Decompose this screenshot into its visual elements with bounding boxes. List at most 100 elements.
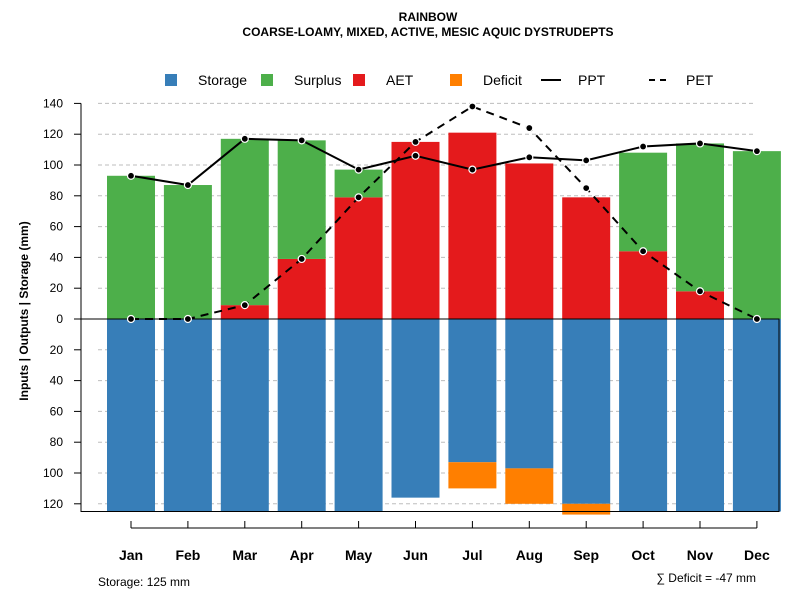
- pet-line-point: [240, 301, 249, 310]
- ppt-line-point: [695, 139, 705, 148]
- surplus-bar: [619, 152, 668, 252]
- legend-swatch: [165, 74, 177, 86]
- month-label: Sep: [573, 547, 599, 563]
- storage-bar: [676, 319, 724, 512]
- pet-line-point: [582, 184, 591, 193]
- surplus-bar: [732, 151, 781, 319]
- bars: [107, 132, 781, 515]
- storage-note: Storage: 125 mm: [98, 575, 190, 589]
- y-tick-label: 20: [50, 343, 64, 357]
- month-label: Dec: [744, 547, 770, 563]
- storage-bar: [562, 319, 611, 504]
- aet-bar: [505, 163, 554, 319]
- y-tick-label: 120: [43, 497, 63, 511]
- surplus-bar: [220, 138, 269, 306]
- y-tick-label: 40: [50, 250, 64, 264]
- month-label: Mar: [232, 547, 257, 563]
- y-tick-label: 100: [43, 158, 63, 172]
- y-tick-label: 60: [50, 220, 64, 234]
- axes: 140 120 100 80 60 40 20 0 20 40 60 80 100 120 Jan Feb Ma…: [43, 96, 780, 563]
- y-tick-label: 120: [43, 127, 63, 141]
- pet-line-point: [752, 314, 762, 324]
- storage-bar: [107, 319, 155, 512]
- ppt-line-point: [582, 156, 591, 165]
- chart-title: RAINBOW: [399, 10, 458, 24]
- pet-line-point: [126, 314, 136, 324]
- legend-swatch: [261, 74, 273, 86]
- pet-line-point: [525, 123, 534, 133]
- y-tick-label: 80: [50, 435, 64, 449]
- ppt-line-point: [297, 136, 306, 145]
- pet-line-point: [411, 137, 420, 146]
- pet-line: [131, 105, 758, 320]
- ppt-line-point: [240, 134, 249, 143]
- storage-bar: [448, 319, 497, 463]
- deficit-bar: [562, 503, 611, 515]
- aet-bar: [448, 132, 497, 319]
- lines: [126, 102, 762, 324]
- y-tick-label: 60: [50, 404, 64, 418]
- y-tick-label: 140: [43, 96, 63, 110]
- aet-bar: [277, 258, 326, 319]
- storage-bar: [163, 319, 212, 512]
- pet-line-point: [354, 193, 363, 202]
- month-label: Nov: [687, 547, 714, 563]
- surplus-bar: [107, 175, 155, 319]
- month-label: Jun: [403, 547, 428, 563]
- legend-label: PPT: [578, 72, 606, 88]
- legend-label: Storage: [198, 72, 247, 88]
- surplus-bar: [334, 169, 383, 198]
- pet-line-point: [695, 287, 705, 296]
- chart-subtitle: COARSE-LOAMY, MIXED, ACTIVE, MESIC AQUIC…: [242, 25, 613, 39]
- ppt-line-point: [638, 142, 648, 151]
- ppt-line-point: [752, 147, 762, 156]
- deficit-bar: [505, 468, 554, 504]
- month-label: Oct: [631, 547, 655, 563]
- deficit-bar: [448, 462, 497, 489]
- aet-bar: [676, 291, 724, 319]
- month-label: Feb: [175, 547, 200, 563]
- legend-label: AET: [386, 72, 414, 88]
- ppt-line-point: [126, 171, 136, 180]
- ppt-line-point: [354, 165, 363, 174]
- aet-bar: [391, 141, 440, 319]
- ppt-line: [130, 137, 758, 187]
- legend-label: Deficit: [483, 72, 522, 88]
- storage-bar: [505, 319, 554, 469]
- pet-line-point: [297, 254, 306, 264]
- month-label: Apr: [290, 547, 315, 563]
- storage-bar: [277, 319, 326, 512]
- aet-bar: [562, 197, 611, 319]
- aet-bar: [334, 197, 383, 319]
- ppt-line-point: [183, 180, 192, 190]
- storage-bar: [220, 319, 269, 512]
- month-label: Jan: [119, 547, 143, 563]
- ppt-line-point: [468, 165, 477, 174]
- surplus-bar: [277, 140, 326, 259]
- legend-swatch: [450, 74, 462, 86]
- surplus-bar: [676, 143, 724, 292]
- legend: Storage Surplus AET Deficit PPT PET: [165, 72, 714, 88]
- pet-line-point: [468, 102, 477, 111]
- y-tick-label: 20: [50, 281, 64, 295]
- month-label: Aug: [516, 547, 543, 563]
- month-label: Jul: [462, 547, 482, 563]
- deficit-note: ∑ Deficit = -47 mm: [656, 571, 756, 585]
- legend-swatch: [353, 74, 365, 86]
- storage-bar: [391, 319, 440, 498]
- pet-line-point: [638, 247, 648, 256]
- storage-bar: [732, 319, 781, 512]
- y-tick-label: 80: [50, 189, 64, 203]
- legend-label: PET: [686, 72, 714, 88]
- legend-label: Surplus: [294, 72, 341, 88]
- ppt-line-point: [525, 153, 534, 162]
- y-axis-label: Inputs | Outputs | Storage (mm): [17, 221, 31, 400]
- y-tick-label: 100: [43, 466, 63, 480]
- storage-bar: [334, 319, 383, 512]
- month-label: May: [345, 547, 372, 563]
- storage-bar: [619, 319, 668, 512]
- surplus-bar: [163, 185, 212, 319]
- ppt-line-point: [411, 151, 420, 160]
- y-tick-label: 0: [56, 312, 63, 326]
